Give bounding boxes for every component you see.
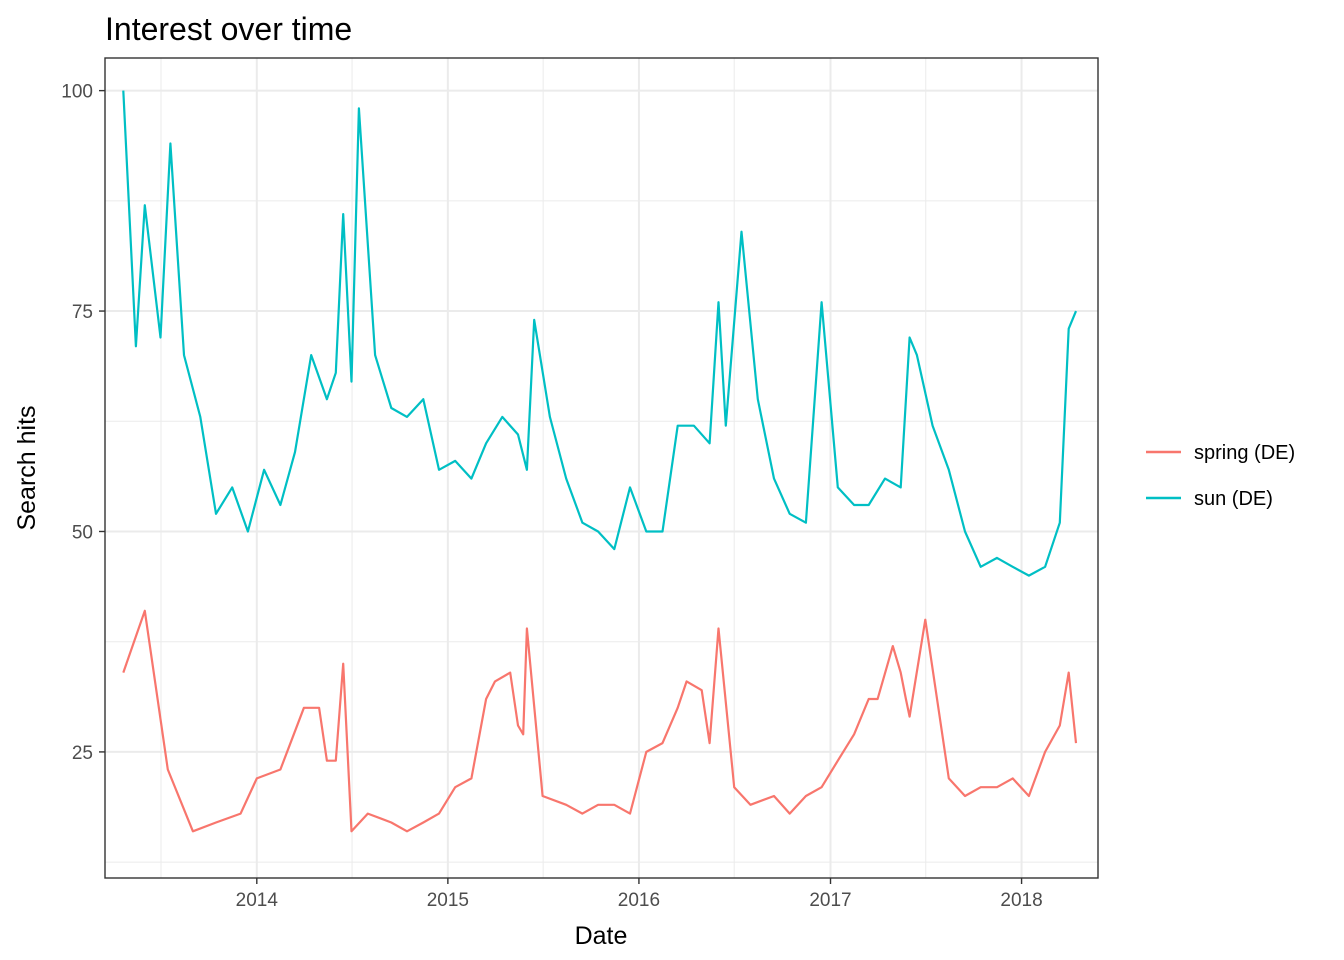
x-tick-label: 2018 [1000,890,1042,911]
series-line-sun-de [122,90,1078,577]
series-line-spring-de [122,609,1078,833]
plot-border [104,57,1099,879]
grid-minor [105,58,1098,878]
series-group [122,90,1078,833]
y-tick-label: 100 [61,82,93,103]
legend-label-spring-de: spring (DE) [1194,442,1295,464]
chart-title: Interest over time [105,11,352,47]
x-tick-label: 2015 [427,890,469,911]
y-tick-label: 50 [72,522,93,543]
legend: spring (DE) sun (DE) [1146,442,1295,510]
y-axis-title: Search hits [13,405,41,530]
y-tick-label: 75 [72,302,93,323]
y-axis: 25 50 75 100 [61,82,105,764]
grid-major [105,58,1098,878]
plot-area [105,58,1098,878]
x-tick-label: 2016 [618,890,660,911]
x-axis-title: Date [575,922,628,950]
x-tick-label: 2017 [809,890,851,911]
legend-label-sun-de: sun (DE) [1194,488,1273,510]
x-axis: 2014 2015 2016 2017 2018 [236,878,1043,911]
y-tick-label: 25 [72,743,93,764]
x-tick-label: 2014 [236,890,279,911]
